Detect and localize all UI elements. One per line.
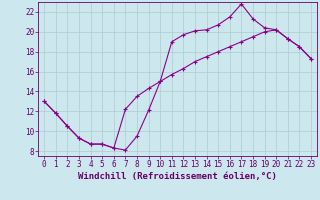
X-axis label: Windchill (Refroidissement éolien,°C): Windchill (Refroidissement éolien,°C) [78,172,277,181]
